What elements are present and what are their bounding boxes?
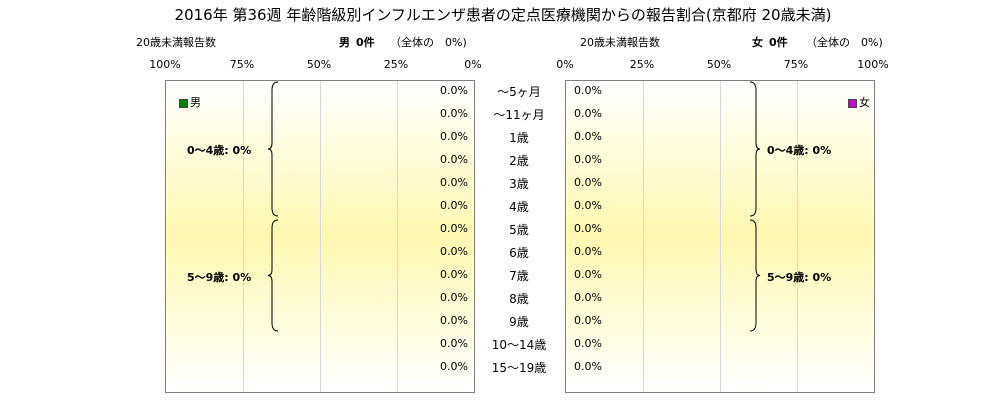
value-label: 0.0% [440, 360, 468, 373]
value-label: 0.0% [440, 153, 468, 166]
x-gridline [320, 81, 321, 392]
value-label: 0.0% [440, 176, 468, 189]
x-tick-label: 100% [149, 58, 181, 71]
male-count: 0件 [356, 36, 375, 49]
male-count-caption: 20歳未満報告数 [136, 36, 216, 49]
legend-label: 男 [190, 96, 201, 109]
x-gridline [243, 81, 244, 392]
x-tick-label: 100% [857, 58, 889, 71]
age-category-label: 1歳 [509, 131, 529, 145]
legend: 男 [179, 94, 201, 110]
age-group-label: 0〜4歳: 0% [767, 144, 832, 157]
female-sex-label: 女 [752, 36, 763, 49]
male-total-share: （全体の 0%) [390, 36, 467, 49]
x-tick-label: 50% [706, 58, 732, 71]
legend-swatch [179, 98, 188, 108]
legend-label: 女 [859, 96, 870, 109]
x-tick-label: 25% [629, 58, 655, 71]
value-label: 0.0% [440, 130, 468, 143]
age-group-brace [749, 219, 761, 332]
value-label: 0.0% [574, 153, 602, 166]
age-group-label: 0〜4歳: 0% [187, 144, 252, 157]
age-group-label: 5〜9歳: 0% [187, 270, 252, 284]
value-label: 0.0% [440, 291, 468, 304]
value-label: 0.0% [574, 176, 602, 189]
value-label: 0.0% [574, 107, 602, 120]
age-group-brace [267, 81, 279, 217]
value-label: 0.0% [440, 245, 468, 258]
x-gridline [397, 81, 398, 392]
age-category-label: 6歳 [509, 246, 529, 260]
female-count: 0件 [769, 36, 788, 49]
female-plot-area [565, 80, 875, 393]
age-category-label: 〜5ヶ月 [497, 85, 541, 99]
value-label: 0.0% [440, 222, 468, 235]
x-tick-label: 0% [464, 58, 482, 71]
value-label: 0.0% [440, 84, 468, 97]
value-label: 0.0% [574, 337, 602, 350]
age-category-label: 〜11ヶ月 [493, 108, 545, 122]
value-label: 0.0% [574, 314, 602, 327]
x-tick-label: 25% [383, 58, 409, 71]
age-group-brace [267, 219, 279, 332]
female-count-caption: 20歳未満報告数 [580, 36, 660, 49]
age-category-label: 4歳 [509, 200, 529, 214]
value-label: 0.0% [440, 107, 468, 120]
age-category-label: 15〜19歳 [491, 361, 547, 375]
x-tick-label: 50% [306, 58, 332, 71]
value-label: 0.0% [574, 245, 602, 258]
value-label: 0.0% [574, 291, 602, 304]
female-total-share: （全体の 0%) [806, 36, 883, 49]
age-category-label: 5歳 [509, 223, 529, 237]
legend: 女 [848, 94, 870, 110]
value-label: 0.0% [574, 222, 602, 235]
age-category-label: 10〜14歳 [491, 338, 547, 352]
age-category-label: 3歳 [509, 177, 529, 191]
x-gridline [797, 81, 798, 392]
age-group-brace [749, 81, 761, 217]
age-category-label: 8歳 [509, 292, 529, 306]
age-category-label: 2歳 [509, 154, 529, 168]
x-tick-label: 75% [783, 58, 809, 71]
age-category-label: 9歳 [509, 315, 529, 329]
value-label: 0.0% [440, 268, 468, 281]
male-sex-label: 男 [339, 36, 350, 49]
value-label: 0.0% [574, 199, 602, 212]
chart-title: 2016年 第36週 年齢階級別インフルエンザ患者の定点医療機関からの報告割合(… [174, 6, 832, 24]
value-label: 0.0% [440, 337, 468, 350]
value-label: 0.0% [574, 130, 602, 143]
value-label: 0.0% [440, 314, 468, 327]
x-gridline [643, 81, 644, 392]
value-label: 0.0% [574, 268, 602, 281]
value-label: 0.0% [574, 84, 602, 97]
x-tick-label: 0% [556, 58, 574, 71]
value-label: 0.0% [574, 360, 602, 373]
value-label: 0.0% [440, 199, 468, 212]
male-plot-area [165, 80, 475, 393]
x-gridline [720, 81, 721, 392]
age-category-label: 7歳 [509, 269, 529, 283]
age-group-label: 5〜9歳: 0% [767, 270, 832, 284]
x-tick-label: 75% [229, 58, 255, 71]
legend-swatch [848, 98, 857, 108]
